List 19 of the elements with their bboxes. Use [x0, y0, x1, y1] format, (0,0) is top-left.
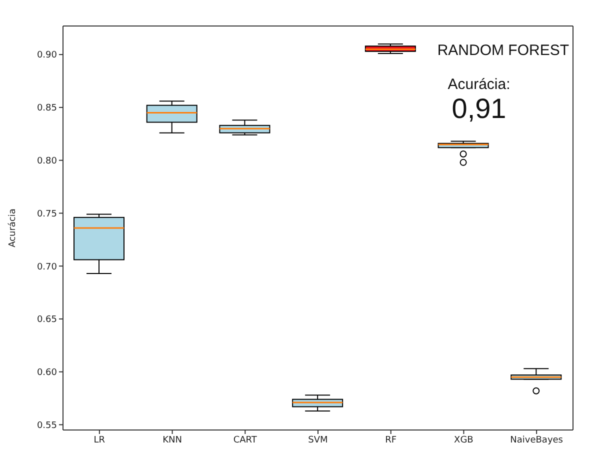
- y-axis-title: Acurácia: [7, 208, 18, 248]
- x-tick-label: KNN: [162, 435, 182, 446]
- y-tick-label: 0.70: [36, 262, 58, 272]
- annotation: 0,91: [450, 92, 508, 126]
- y-tick-label: 0.80: [36, 156, 58, 167]
- x-tick-label: CART: [233, 435, 258, 446]
- y-tick-label: 0.85: [36, 104, 57, 114]
- x-tick-label: SVM: [308, 435, 328, 446]
- y-tick-label: 0.60: [36, 368, 58, 378]
- x-tick-label: LR: [94, 435, 106, 446]
- x-tick-label: RF: [385, 435, 397, 446]
- x-tick-label: XGB: [454, 435, 474, 446]
- y-tick-label: 0.65: [36, 315, 57, 326]
- x-tick-label: NaiveBayes: [510, 435, 564, 446]
- annotation: Acurácia:: [446, 76, 512, 94]
- y-tick-label: 0.75: [36, 209, 57, 220]
- y-tick-label: 0.55: [36, 420, 57, 431]
- annotation: RANDOM FOREST: [436, 42, 569, 60]
- y-tick-label: 0.90: [36, 50, 58, 61]
